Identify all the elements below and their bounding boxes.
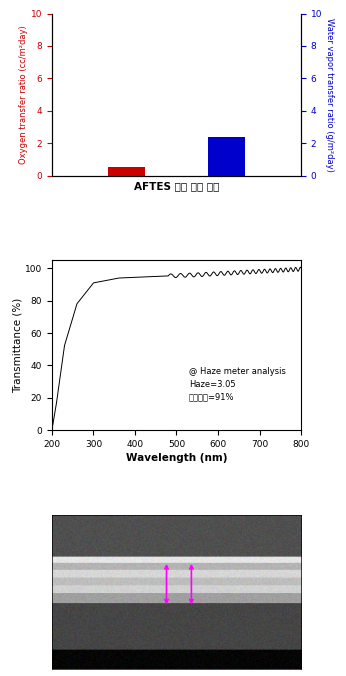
Bar — [108, 167, 145, 176]
Y-axis label: Transmittance (%): Transmittance (%) — [12, 297, 22, 393]
Bar — [208, 137, 245, 176]
X-axis label: Wavelength (nm): Wavelength (nm) — [126, 453, 227, 463]
X-axis label: AFTES 도입 코팅 필름: AFTES 도입 코팅 필름 — [134, 181, 219, 191]
Text: @ Haze meter analysis
Haze=3.05
광투과도=91%: @ Haze meter analysis Haze=3.05 광투과도=91% — [189, 367, 286, 401]
Y-axis label: Water vapor transfer ratio (g/m²day): Water vapor transfer ratio (g/m²day) — [325, 18, 334, 172]
Y-axis label: Oxygen transfer ratio (cc/m²day): Oxygen transfer ratio (cc/m²day) — [19, 25, 28, 164]
